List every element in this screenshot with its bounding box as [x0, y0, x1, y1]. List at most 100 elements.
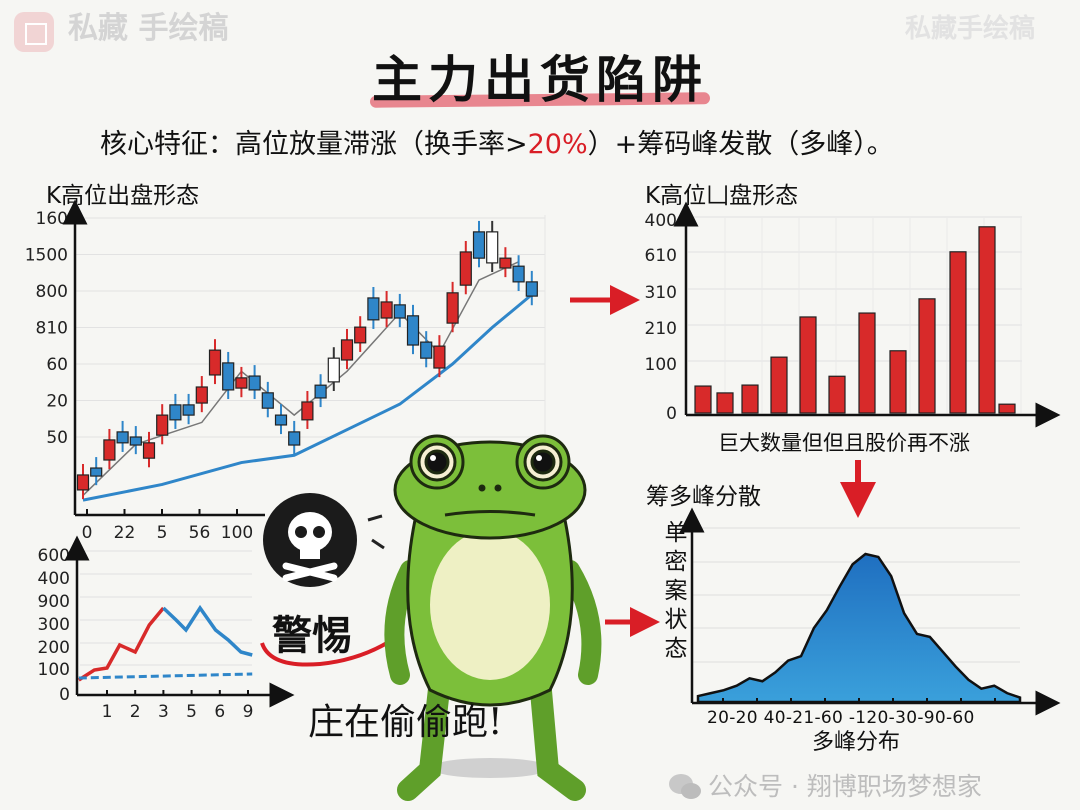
y-tick-label: 160: [36, 209, 68, 229]
bar-chart-title: K高位凵盘形态: [645, 183, 799, 209]
y-tick-label: 0: [666, 404, 677, 424]
candle-body: [156, 414, 169, 436]
warning-label: 警惕: [272, 613, 352, 659]
x-tick-label: 0: [82, 523, 93, 543]
bar: [770, 356, 788, 414]
bar: [889, 350, 907, 414]
watermark-logo-icon: [14, 12, 54, 52]
chip-chart-ylabel: 单密案状态: [660, 520, 686, 665]
y-tick-label: 600: [38, 546, 70, 566]
candle-body: [103, 439, 116, 461]
candle-body: [340, 339, 354, 361]
candle-body: [393, 304, 406, 319]
y-tick-label: 0: [59, 685, 70, 705]
x-tick-label: 9: [243, 702, 254, 722]
y-tick-label: 60: [46, 355, 68, 375]
bar: [694, 385, 712, 414]
chip-chart-xticks: 20-20 40-21-60 -120-30-90-60: [707, 708, 975, 728]
y-tick-label: 610: [645, 246, 677, 266]
page-title: 主力出货陷阱: [372, 51, 708, 109]
x-tick-label: 22: [114, 523, 136, 543]
distribution-area: [696, 552, 1022, 704]
y-tick-label: 810: [36, 319, 68, 339]
x-tick-label: 3: [158, 702, 169, 722]
candle-body: [261, 392, 274, 409]
candle-body: [222, 362, 235, 391]
skull-crossbones-icon: [263, 493, 385, 587]
candle-body: [182, 404, 195, 416]
candle-body: [169, 404, 182, 421]
watermark-left: 私藏 手绘稿: [68, 11, 229, 46]
candle-body: [499, 257, 512, 269]
bar: [998, 403, 1016, 414]
subtitle-highlight: 20%: [527, 129, 588, 160]
y-tick-label: 400: [645, 211, 677, 231]
candle-body: [248, 375, 261, 391]
bar: [978, 226, 996, 414]
y-tick-label: 1500: [25, 246, 68, 266]
frog-caption: 庄在偷偷跑!: [308, 702, 503, 743]
x-tick-label: 5: [186, 702, 197, 722]
candle-body: [406, 315, 420, 346]
candle-body: [446, 292, 459, 324]
y-tick-label: 400: [38, 569, 70, 589]
wechat-watermark: 公众号 · 翔博职场梦想家: [708, 772, 982, 801]
x-tick-label: 1: [102, 702, 113, 722]
bar: [741, 384, 759, 414]
frog-mascot: [384, 434, 602, 801]
candle-body: [380, 301, 393, 319]
watermark-right: 私藏手绘稿: [905, 14, 1036, 44]
bar: [949, 251, 967, 414]
y-tick-label: 300: [38, 615, 70, 635]
series-line: [162, 604, 253, 657]
y-tick-label: 210: [645, 319, 677, 339]
y-tick-label: 20: [46, 392, 68, 412]
chip-distribution-chart: [679, 507, 1061, 716]
candle-body: [195, 386, 208, 404]
chip-chart-title: 筹多峰分散: [646, 484, 761, 510]
candle-body: [367, 297, 380, 321]
candle-body: [274, 414, 288, 426]
bar: [918, 298, 936, 414]
subtitle-suffix: ）+筹码峰发散（多峰）。: [587, 129, 894, 160]
y-tick-label: 200: [38, 638, 70, 658]
candle-body: [472, 231, 486, 259]
wechat-icon: [669, 774, 701, 799]
x-tick-label: 6: [214, 702, 225, 722]
subtitle: 核心特征：高位放量滞涨（换手率>20%）+筹码峰发散（多峰）。: [100, 122, 894, 161]
y-tick-label: 100: [38, 660, 70, 680]
candle-body: [525, 281, 538, 297]
subtitle-prefix: 核心特征：高位放量滞涨（换手率>: [100, 129, 528, 160]
candle-body: [512, 265, 525, 283]
candle-body: [420, 341, 433, 359]
candle-body: [301, 401, 314, 421]
candle-body: [235, 377, 248, 389]
y-tick-label: 900: [38, 592, 70, 612]
candle-body: [433, 345, 446, 369]
candle-body: [327, 357, 340, 383]
bar-chart-caption: 巨大数量但但且股价再不涨: [718, 431, 970, 455]
chip-chart-xlabel: 多峰分布: [812, 730, 901, 755]
bar: [799, 316, 817, 414]
candle-body: [459, 251, 472, 286]
y-tick-label: 100: [645, 355, 677, 375]
x-tick-label: 56: [189, 523, 211, 543]
series-line: [77, 606, 165, 682]
bar: [716, 392, 734, 414]
y-tick-label: 310: [645, 283, 677, 303]
bar: [858, 312, 876, 414]
y-tick-label: 50: [46, 428, 68, 448]
bar: [828, 375, 846, 414]
candle-body: [116, 431, 129, 444]
ma-long-line: [82, 293, 533, 502]
candle-body: [354, 326, 367, 344]
x-tick-label: 100: [221, 523, 253, 543]
bar-chart: 0 100 210 310 610 400: [645, 201, 1061, 428]
candle-body: [142, 442, 156, 459]
x-tick-label: 5: [157, 523, 168, 543]
series-line: [78, 672, 253, 680]
candle-body: [90, 467, 103, 477]
candle-body: [208, 349, 222, 376]
